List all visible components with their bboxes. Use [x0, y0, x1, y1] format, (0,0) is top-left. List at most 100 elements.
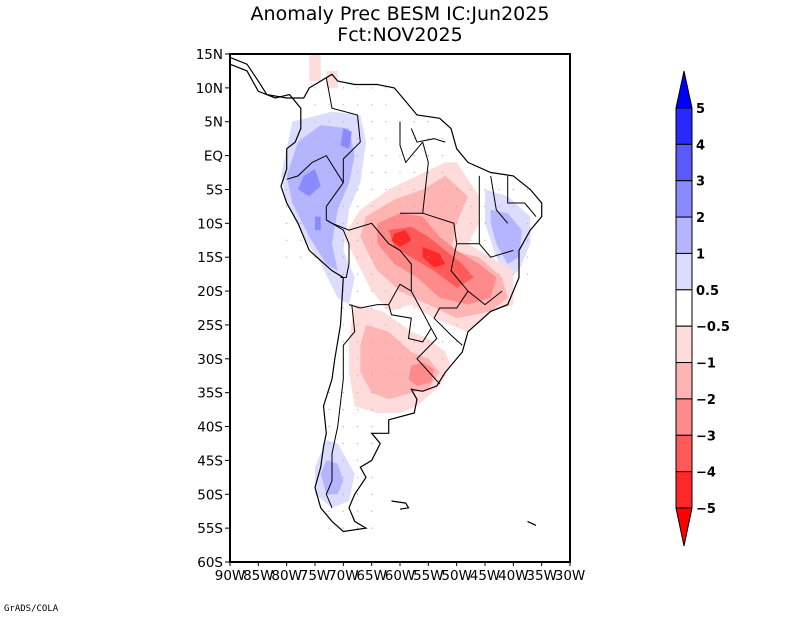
grid-dot — [371, 188, 373, 191]
grid-dot — [371, 527, 373, 529]
grid-dot — [512, 239, 514, 241]
grid-dot — [371, 138, 373, 140]
lon-tick-label: 90W — [215, 568, 246, 584]
grid-dot — [484, 205, 486, 207]
lon-tick-label: 70W — [328, 568, 359, 584]
grid-dot — [342, 307, 344, 309]
grid-dot — [356, 87, 359, 89]
grid-dot — [286, 188, 288, 191]
grid-dot — [470, 188, 472, 191]
grid-dot — [456, 324, 458, 326]
grid-dot — [385, 121, 387, 123]
map-subtitle: Fct:NOV2025 — [337, 24, 463, 46]
grid-dot — [371, 476, 373, 478]
grid-dot — [399, 375, 401, 377]
grid-dot — [526, 222, 529, 224]
grid-dot — [328, 256, 330, 258]
grid-dot — [385, 324, 387, 326]
grid-dot — [399, 358, 401, 360]
colorbar-box — [675, 143, 693, 182]
grid-dot — [342, 527, 344, 529]
grid-dot — [427, 256, 429, 258]
grid-dots-layer — [286, 87, 529, 529]
grid-dot — [470, 239, 472, 241]
country-border — [422, 141, 429, 214]
grid-dot — [342, 87, 344, 89]
grid-dot — [286, 239, 288, 241]
lon-tick-label: 65W — [356, 568, 387, 584]
grid-dot — [371, 392, 373, 394]
lat-tick-label: 35S — [197, 386, 223, 402]
grid-dot — [314, 138, 316, 140]
grid-dot — [371, 171, 373, 174]
grid-dot — [399, 222, 401, 224]
grid-dot — [427, 358, 429, 360]
grid-dot — [342, 341, 344, 343]
grid-dot — [328, 409, 330, 411]
country-border — [410, 128, 446, 143]
grid-dot — [371, 341, 373, 343]
grid-dot — [328, 476, 330, 478]
grid-dot — [385, 155, 387, 157]
colorbar-label: 2 — [696, 211, 705, 226]
grid-dot — [399, 239, 401, 241]
grid-dot — [328, 510, 330, 512]
grid-dot — [300, 222, 302, 224]
grid-dot — [371, 358, 373, 360]
grid-dot — [427, 273, 429, 275]
grid-dot — [484, 239, 486, 241]
grid-dot — [328, 493, 330, 495]
grid-dot — [526, 239, 529, 241]
colorbar-box — [675, 362, 693, 400]
grid-dot — [399, 324, 401, 326]
grid-dot — [385, 290, 387, 292]
grid-dot — [356, 442, 359, 445]
lat-tick-label: 20S — [197, 284, 223, 300]
lat-tick-label: 30S — [197, 352, 223, 368]
grid-dot — [470, 273, 472, 275]
grads-credit: GrADS/COLA — [4, 604, 59, 614]
lon-tick-label: 50W — [441, 568, 472, 584]
grid-dot — [328, 222, 330, 224]
country-border — [524, 202, 537, 217]
grid-dot — [356, 256, 359, 258]
grid-dot — [342, 476, 344, 478]
grid-dot — [356, 205, 359, 207]
grid-dot — [385, 307, 387, 309]
country-border — [400, 212, 480, 245]
grid-dot — [356, 392, 359, 394]
country-border — [286, 154, 344, 183]
grid-dot — [356, 358, 359, 360]
grid-dot — [356, 375, 359, 377]
grid-dot — [328, 87, 330, 89]
island-outline — [391, 500, 410, 510]
country-border — [478, 243, 514, 258]
grid-dot — [342, 493, 344, 495]
grid-dot — [512, 273, 514, 275]
grid-dot — [342, 205, 344, 207]
colorbar-box — [675, 180, 693, 218]
grid-dot — [342, 222, 344, 224]
lon-tick-label: 45W — [470, 568, 501, 584]
colorbar-top-arrow — [675, 70, 693, 109]
grid-dot — [356, 273, 359, 275]
grid-dot — [512, 256, 514, 258]
grid-dot — [456, 341, 458, 343]
grid-dot — [498, 188, 500, 191]
grid-dot — [371, 290, 373, 292]
grid-dot — [484, 273, 486, 275]
grid-dot — [356, 155, 359, 157]
grid-dot — [356, 459, 359, 461]
lon-tick-label: 55W — [413, 568, 444, 584]
country-border — [399, 121, 424, 164]
grid-dot — [413, 222, 415, 224]
grid-dot — [371, 239, 373, 241]
grid-dot — [413, 205, 415, 207]
grid-dot — [498, 273, 500, 275]
grid-dot — [371, 510, 373, 512]
grid-dot — [413, 375, 415, 377]
grid-dot — [356, 138, 359, 140]
grid-dot — [441, 239, 444, 241]
country-border — [325, 182, 350, 278]
